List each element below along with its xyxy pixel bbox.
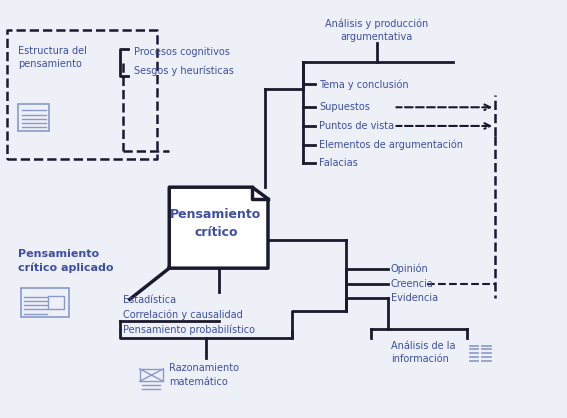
Text: Elementos de argumentación: Elementos de argumentación — [319, 139, 463, 150]
Text: Evidencia: Evidencia — [391, 293, 438, 303]
Text: Tema y conclusión: Tema y conclusión — [319, 79, 409, 90]
Text: Supuestos: Supuestos — [319, 102, 370, 112]
Text: Correlación y causalidad: Correlación y causalidad — [122, 310, 243, 320]
Text: Puntos de vista: Puntos de vista — [319, 121, 394, 131]
Text: Falacias: Falacias — [319, 158, 358, 168]
Text: Procesos cognitivos: Procesos cognitivos — [134, 47, 230, 57]
Text: Sesgos y heurísticas: Sesgos y heurísticas — [134, 66, 234, 76]
Text: Creencia: Creencia — [391, 279, 434, 289]
Text: Análisis y producción
argumentativa: Análisis y producción argumentativa — [325, 19, 428, 42]
Text: Estadística: Estadística — [122, 296, 176, 305]
Text: Pensamiento
crítico aplicado: Pensamiento crítico aplicado — [18, 249, 114, 273]
Text: Razonamiento
matemático: Razonamiento matemático — [169, 364, 239, 387]
Text: Opinión: Opinión — [391, 264, 429, 275]
Polygon shape — [169, 187, 268, 268]
Text: Pensamiento
crítico: Pensamiento crítico — [170, 208, 261, 239]
Text: Pensamiento probabilístico: Pensamiento probabilístico — [122, 324, 255, 335]
Text: Análisis de la
información: Análisis de la información — [391, 341, 455, 364]
Text: Estructura del
pensamiento: Estructura del pensamiento — [18, 46, 87, 69]
